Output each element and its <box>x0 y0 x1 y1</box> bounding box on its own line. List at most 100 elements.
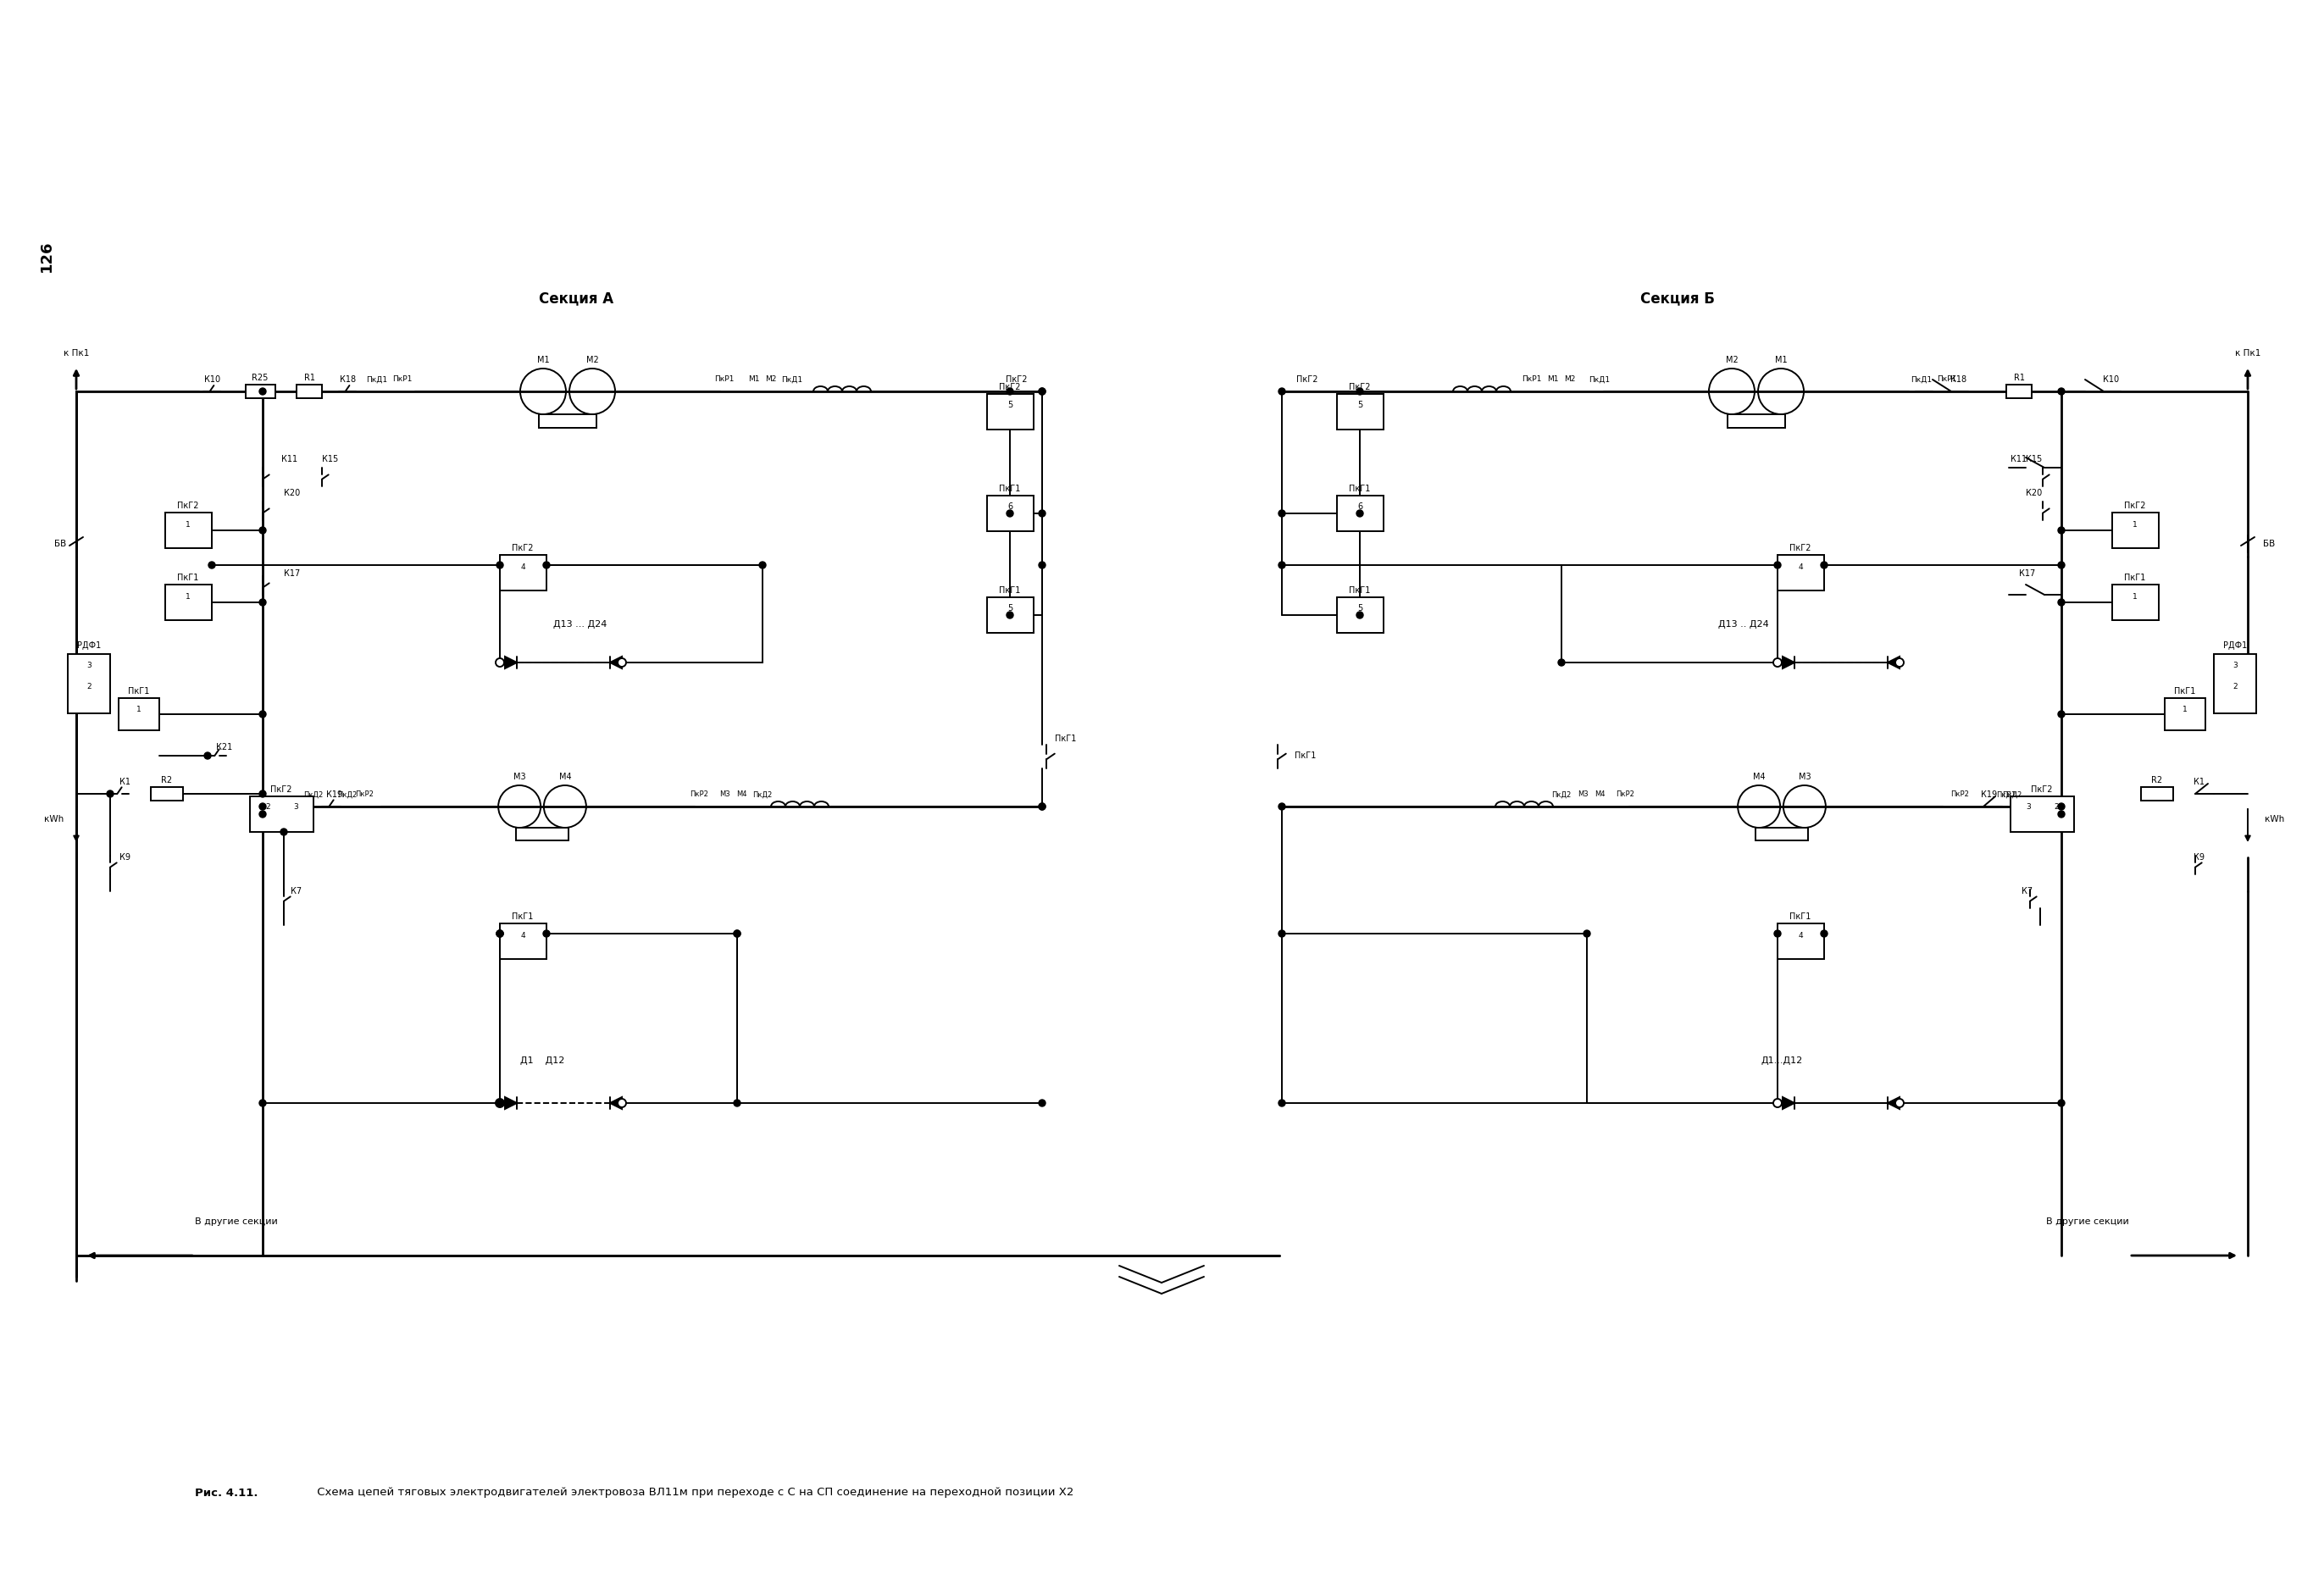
Bar <box>539 414 597 428</box>
Text: ПкД2: ПкД2 <box>1996 791 2017 799</box>
Text: К1: К1 <box>121 778 130 786</box>
Text: R2: R2 <box>160 777 172 784</box>
Text: Рис. 4.11.: Рис. 4.11. <box>195 1487 258 1498</box>
Text: ПкГ1: ПкГ1 <box>999 485 1020 493</box>
Text: ПкГ1: ПкГ1 <box>1055 734 1076 744</box>
Circle shape <box>1820 562 1827 568</box>
Circle shape <box>1039 803 1046 810</box>
Circle shape <box>618 1098 625 1108</box>
Text: к Пк1: к Пк1 <box>2236 348 2261 358</box>
Text: ПкР2: ПкР2 <box>356 791 374 799</box>
Circle shape <box>2059 599 2064 606</box>
Bar <box>1336 394 1383 430</box>
Text: 126: 126 <box>40 240 53 271</box>
Text: ПкГ2: ПкГ2 <box>1006 375 1027 384</box>
Text: 3: 3 <box>2233 662 2238 670</box>
Text: М4: М4 <box>1752 772 1766 781</box>
Text: ПкД1: ПкД1 <box>1590 375 1611 383</box>
Text: М2: М2 <box>1724 356 1738 364</box>
Circle shape <box>734 1100 741 1106</box>
Text: К9: К9 <box>121 854 130 861</box>
Circle shape <box>1039 388 1046 395</box>
Text: ПкР1: ПкР1 <box>713 375 734 383</box>
Text: 1: 1 <box>186 593 191 601</box>
Circle shape <box>618 659 625 667</box>
Bar <box>1778 924 1824 959</box>
Text: ПкД1: ПкД1 <box>367 375 388 383</box>
Bar <box>988 394 1034 430</box>
Text: М3: М3 <box>718 791 730 799</box>
Circle shape <box>1006 612 1013 618</box>
Circle shape <box>734 930 741 937</box>
Polygon shape <box>1887 656 1899 668</box>
Text: К15: К15 <box>2027 455 2043 463</box>
Text: 2: 2 <box>2233 683 2238 690</box>
Text: К7: К7 <box>290 886 302 896</box>
Polygon shape <box>609 656 623 668</box>
Text: К20: К20 <box>2027 490 2043 497</box>
Text: К10: К10 <box>205 375 221 384</box>
Circle shape <box>260 388 265 395</box>
Text: 1: 1 <box>2182 706 2187 714</box>
Text: Д13 .. Д24: Д13 .. Д24 <box>1717 620 1769 629</box>
Circle shape <box>2059 711 2064 717</box>
Text: Д1...Д12: Д1...Д12 <box>1762 1056 1803 1065</box>
Circle shape <box>1773 930 1780 937</box>
Circle shape <box>497 1100 504 1106</box>
Text: К11: К11 <box>2010 455 2027 463</box>
Text: В другие секции: В другие секции <box>195 1218 277 1225</box>
Bar <box>67 654 109 714</box>
Circle shape <box>495 659 504 667</box>
Text: ПкГ1: ПкГ1 <box>999 587 1020 595</box>
Circle shape <box>1006 510 1013 516</box>
Text: М1: М1 <box>1776 356 1787 364</box>
Bar <box>1778 555 1824 590</box>
Bar <box>2113 513 2159 548</box>
Circle shape <box>260 803 265 810</box>
Text: 5: 5 <box>1357 604 1362 612</box>
Text: К10: К10 <box>2103 375 2119 384</box>
Text: ПкР1: ПкР1 <box>393 375 411 383</box>
Bar <box>1755 828 1808 841</box>
Circle shape <box>260 527 265 533</box>
Text: ПкГ1: ПкГ1 <box>1350 587 1371 595</box>
Text: ПкР1: ПкР1 <box>1938 375 1957 383</box>
Text: М4: М4 <box>558 772 572 781</box>
Text: ПкГ1: ПкГ1 <box>1350 485 1371 493</box>
Text: R1: R1 <box>304 373 314 383</box>
Text: М3: М3 <box>514 772 525 781</box>
Polygon shape <box>1887 1097 1899 1109</box>
Text: ПкД2: ПкД2 <box>1552 791 1571 799</box>
Circle shape <box>2059 811 2064 817</box>
Text: 4: 4 <box>521 563 525 571</box>
Text: К7: К7 <box>2022 886 2034 896</box>
Text: М4: М4 <box>737 791 746 799</box>
Circle shape <box>1896 1098 1903 1108</box>
Circle shape <box>1278 388 1285 395</box>
Bar <box>1336 598 1383 632</box>
Text: ПкГ1: ПкГ1 <box>128 687 149 695</box>
Bar <box>151 788 184 800</box>
Bar <box>165 585 211 620</box>
Text: РДФ1: РДФ1 <box>2224 642 2247 650</box>
Bar <box>988 496 1034 532</box>
Text: ПкР1: ПкР1 <box>1522 375 1541 383</box>
Circle shape <box>734 930 741 937</box>
Text: 3: 3 <box>2027 803 2031 811</box>
Text: ПкГ2: ПкГ2 <box>2031 786 2052 794</box>
Bar <box>516 828 569 841</box>
Circle shape <box>260 711 265 717</box>
Bar <box>2113 585 2159 620</box>
Circle shape <box>1039 510 1046 516</box>
Text: Схема цепей тяговых электродвигателей электровоза ВЛ11м при переходе с С на СП с: Схема цепей тяговых электродвигателей эл… <box>314 1487 1074 1498</box>
Circle shape <box>544 930 551 937</box>
Circle shape <box>1557 659 1564 665</box>
Text: ПкГ1: ПкГ1 <box>1789 913 1810 921</box>
Text: R2: R2 <box>2152 777 2164 784</box>
Text: 3: 3 <box>86 662 91 670</box>
Text: ПкР2: ПкР2 <box>690 791 709 799</box>
Text: К18: К18 <box>1950 375 1966 384</box>
Text: ПкД2: ПкД2 <box>2003 791 2022 799</box>
Text: М2: М2 <box>1564 375 1576 383</box>
Text: ПкГ2: ПкГ2 <box>270 786 293 794</box>
